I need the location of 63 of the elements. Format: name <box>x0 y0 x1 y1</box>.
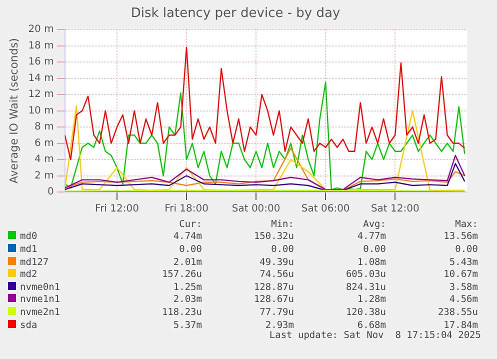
text: 13.56m <box>442 230 478 244</box>
text: 0.00 <box>362 243 386 256</box>
legend-label: md1 <box>19 243 38 256</box>
text: 2.93m <box>264 318 294 331</box>
y-tick-label: 8 m <box>34 122 54 133</box>
y-tick-label: 14 m <box>28 72 54 84</box>
text: 824.31u <box>344 280 386 294</box>
y-tick-label: 20 m <box>28 24 54 36</box>
legend-label: nvme0n1 <box>19 280 62 294</box>
y-tick-label: 12 m <box>28 89 54 100</box>
text: 150.32u <box>252 230 294 244</box>
text: 128.67u <box>252 294 294 306</box>
text: 3.58m <box>448 280 478 294</box>
legend-label: nvme2n1 <box>19 306 62 319</box>
text: 118.23u <box>160 306 202 319</box>
text: 4.77m <box>356 230 386 244</box>
legend-label: md0 <box>19 230 38 244</box>
y-tick-label: 2 m <box>34 170 54 182</box>
text: 0.00 <box>178 243 202 256</box>
text: 1.28m <box>356 294 386 306</box>
y-tick-label: 16 m <box>28 56 54 68</box>
x-tick-label: Fri 18:00 <box>164 204 208 215</box>
text: Avg: <box>362 218 386 231</box>
text: 77.79u <box>258 306 294 319</box>
text: 6.68m <box>356 318 386 331</box>
text: 157.26u <box>160 268 202 281</box>
text: Last update: Sat Nov 8 17:15:04 2025 <box>269 330 481 341</box>
x-tick-label: Sat 12:00 <box>370 204 420 215</box>
text: 2.03m <box>172 294 202 306</box>
text: 5.43m <box>448 256 478 268</box>
x-tick-label: Sat 00:00 <box>232 204 280 215</box>
text: Cur: <box>178 218 202 231</box>
text: 0.00 <box>270 243 294 256</box>
legend-label: md2 <box>19 268 38 281</box>
text: 128.87u <box>252 280 294 294</box>
chart-title: Disk latency per device - by day <box>130 6 340 22</box>
text: 0.00 <box>454 243 478 256</box>
text: 238.55u <box>436 306 478 319</box>
text: 120.38u <box>344 306 386 319</box>
text: Min: <box>270 218 294 231</box>
text: 10.67m <box>442 268 478 281</box>
y-tick-label: 10 m <box>28 105 54 116</box>
x-tick-label: Sat 06:00 <box>301 204 350 215</box>
y-axis-title: Average IO Wait (seconds) <box>7 38 20 184</box>
text: 4.74m <box>172 230 202 244</box>
text: 1.08m <box>356 256 386 268</box>
text: 605.03u <box>344 268 386 281</box>
y-tick-label: 4 m <box>34 154 54 166</box>
x-tick-label: Fri 12:00 <box>95 204 139 215</box>
text: 5.37m <box>172 318 202 332</box>
text: 17.84m <box>442 318 478 331</box>
text: 4.56m <box>448 294 478 306</box>
text: 1.25m <box>172 280 202 294</box>
text: 2.01m <box>172 256 202 268</box>
text: Max: <box>454 218 478 231</box>
text: 74.56u <box>258 268 294 281</box>
legend-label: sda <box>19 318 38 332</box>
legend-label: md127 <box>19 256 50 268</box>
y-tick-label: 0 <box>47 186 54 198</box>
text: 49.39u <box>258 256 294 268</box>
legend-label: nvme1n1 <box>19 294 62 306</box>
y-tick-label: 18 m <box>28 40 54 52</box>
y-tick-label: 6 m <box>34 138 54 149</box>
